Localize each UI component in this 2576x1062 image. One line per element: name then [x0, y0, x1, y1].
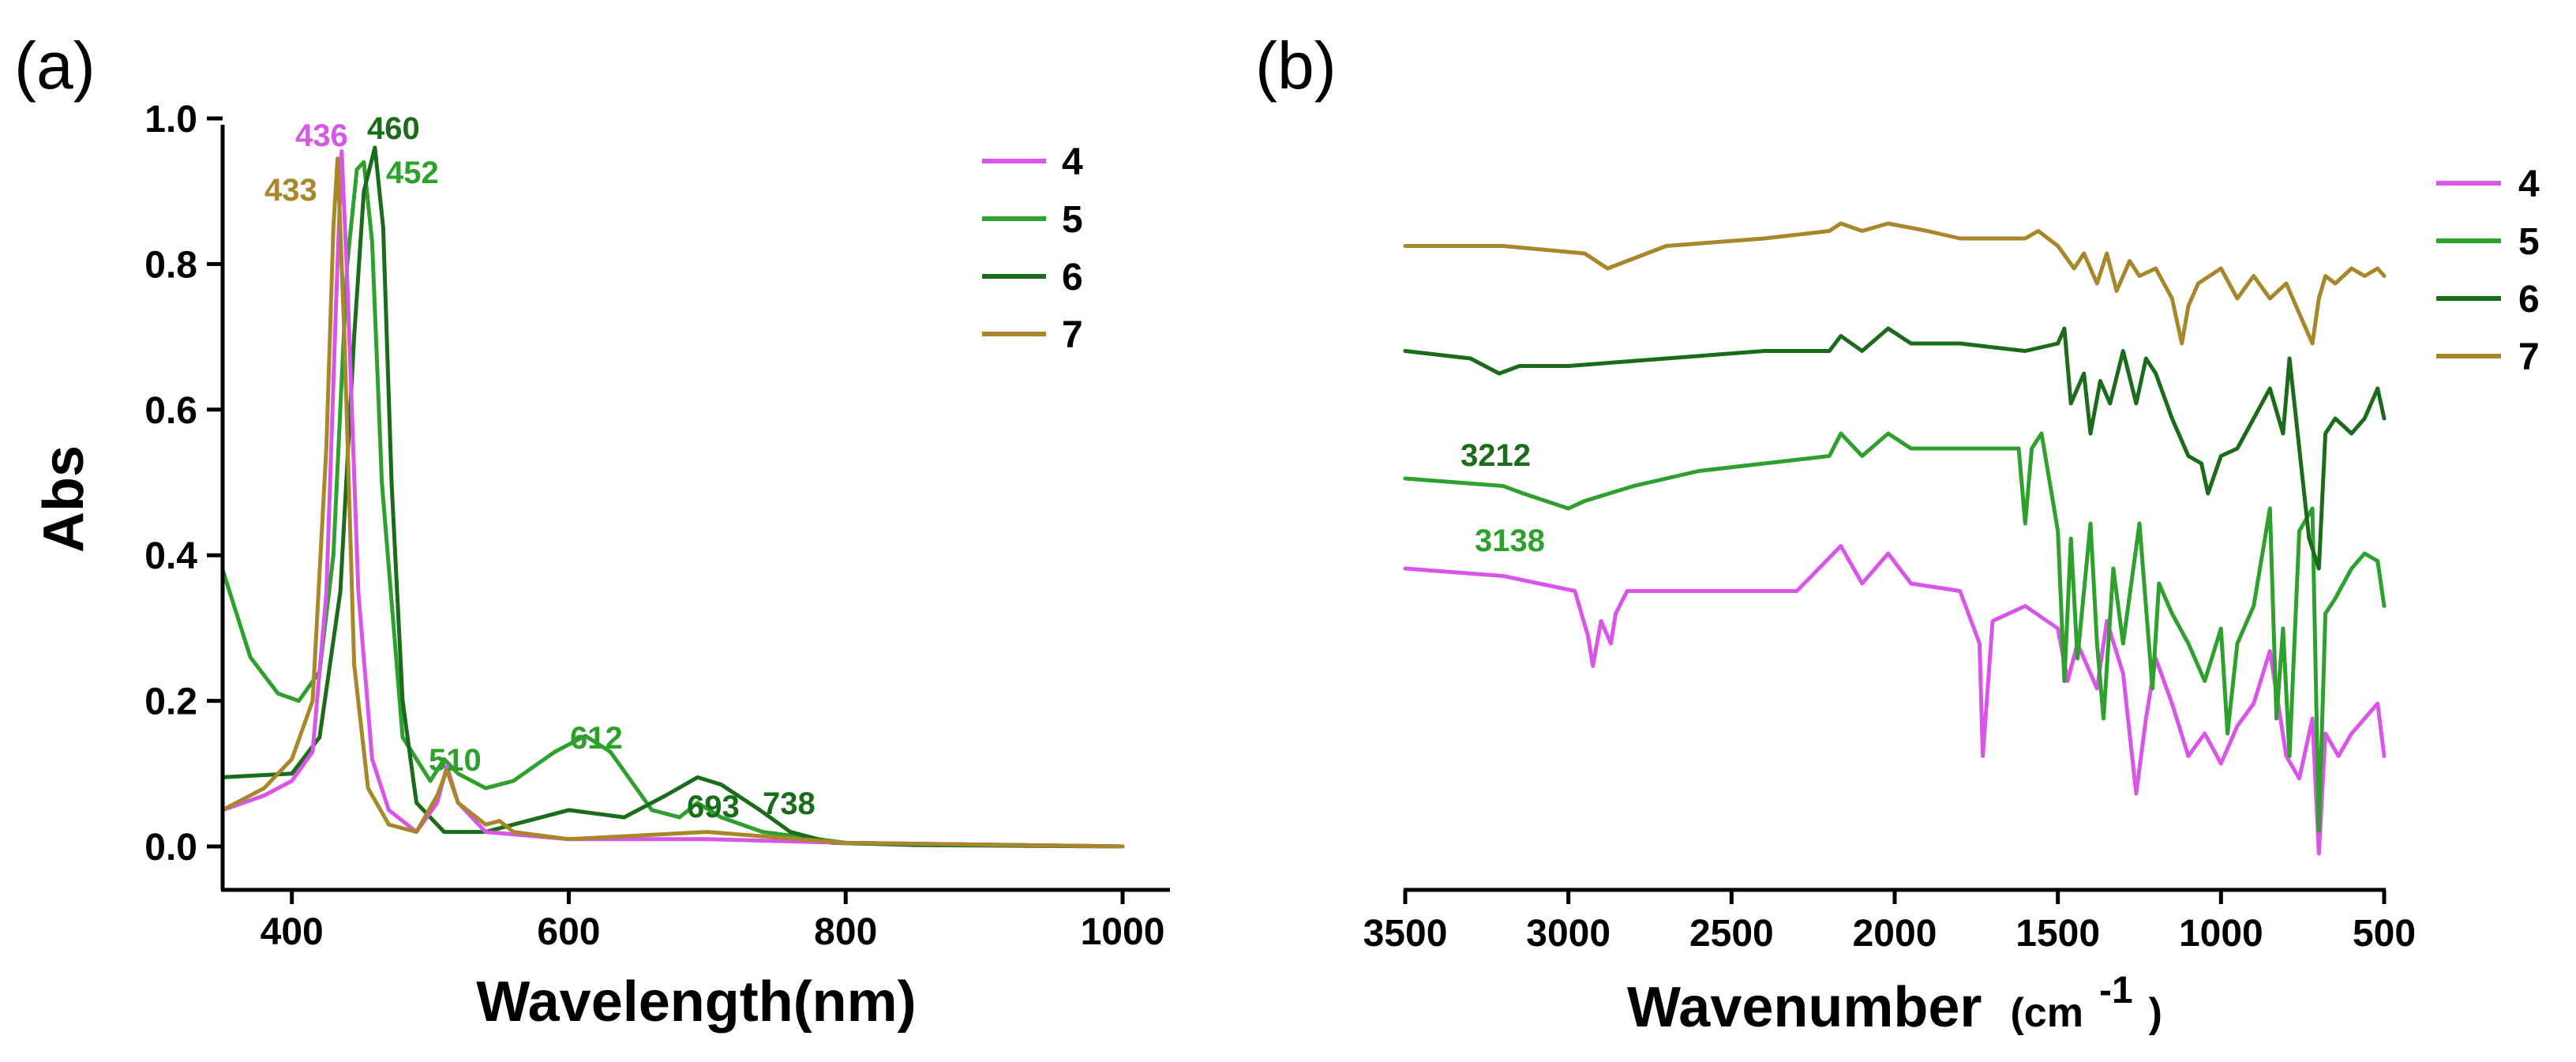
panel-b-x-axis-title: Wavenumber (cm -1 ) [1627, 952, 2162, 1039]
panel-b-x-axis-title-main: Wavenumber [1627, 976, 1982, 1039]
panel-a-series-6-line [220, 145, 1125, 849]
panel-b-legend-label-6: 6 [2518, 279, 2540, 321]
panel-a-y-tick-label-0.2: 0.2 [144, 681, 197, 723]
panel-a-x-ticks: 400 600 800 1000 [261, 890, 1165, 953]
panel-b-x-axis-unit-close: ) [2149, 990, 2162, 1036]
panel-b-series-5-line [1403, 431, 2387, 833]
panel-a-legend-label-7: 7 [1062, 314, 1083, 356]
panel-a-legend: 4 5 6 7 [982, 141, 1083, 356]
panel-a-legend-label-5: 5 [1062, 199, 1083, 241]
panel-b-x-tick-label-500: 500 [2353, 913, 2416, 955]
panel-a-x-tick-label-600: 600 [537, 911, 600, 953]
panel-label-b: (b) [1255, 28, 1337, 103]
panel-b-x-tick-label-2000: 2000 [1853, 913, 1937, 955]
panel-a-x-tick-label-800: 800 [814, 911, 877, 953]
panel-label-a: (a) [14, 28, 96, 103]
panel-b-legend-label-7: 7 [2518, 336, 2540, 378]
peak-label-3138: 3138 [1475, 523, 1545, 558]
panel-b-legend-label-5: 5 [2518, 221, 2540, 263]
peak-label-738: 738 [763, 786, 816, 821]
panel-b-peak-labels: 3212 3138 [1460, 438, 1545, 558]
panel-b-legend: 4 5 6 7 [2436, 163, 2540, 378]
panel-b-x-tick-label-3000: 3000 [1526, 913, 1610, 955]
peak-label-693: 693 [687, 790, 740, 824]
panel-b-x-tick-label-1500: 1500 [2015, 913, 2100, 955]
panel-a-y-tick-label-1.0: 1.0 [144, 99, 197, 141]
panel-b-ir-chart: (b) 3500 3000 2500 2000 1500 1000 500 Wavenumb… [1255, 28, 2540, 1039]
peak-label-3212: 3212 [1460, 438, 1531, 473]
panel-b-series-7-line [1403, 221, 2387, 346]
panel-a-y-tick-label-0.0: 0.0 [144, 827, 197, 869]
peak-label-433: 433 [264, 173, 317, 208]
panel-a-y-axis-title: Abs [32, 445, 96, 553]
panel-a-axes [220, 125, 1170, 892]
panel-b-series-4-line [1403, 544, 2387, 856]
peak-label-460: 460 [367, 111, 420, 146]
panel-a-series-7-line [220, 156, 1125, 849]
panel-b-x-tick-label-2500: 2500 [1689, 913, 1774, 955]
peak-label-612: 612 [570, 721, 623, 756]
panel-a-y-ticks: 0.0 0.2 0.4 0.6 0.8 1.0 [144, 99, 223, 869]
panel-a-x-tick-label-400: 400 [261, 911, 324, 953]
panel-b-series-6-line [1403, 326, 2387, 571]
panel-a-y-tick-label-0.4: 0.4 [144, 535, 197, 577]
panel-b-x-axis-unit: (cm [2010, 990, 2083, 1036]
panel-b-curves [1403, 221, 2387, 856]
panel-a-x-axis-title: Wavelength(nm) [476, 970, 916, 1034]
peak-label-452: 452 [386, 156, 439, 190]
panel-a-legend-label-4: 4 [1062, 141, 1083, 183]
panel-b-x-tick-label-1000: 1000 [2179, 913, 2263, 955]
panel-a-curves [220, 145, 1125, 849]
panel-a-x-tick-label-1000: 1000 [1081, 911, 1165, 953]
panel-a-legend-label-6: 6 [1062, 257, 1083, 298]
peak-label-436: 436 [295, 118, 348, 153]
panel-a-uv-vis-chart: (a) 400 600 800 1000 0.0 0.2 0.4 0.6 0.8 1.0 Wav… [14, 28, 1170, 1034]
panel-a-y-tick-label-0.8: 0.8 [144, 244, 197, 286]
panel-a-y-tick-label-0.6: 0.6 [144, 390, 197, 432]
panel-b-x-tick-label-3500: 3500 [1363, 913, 1448, 955]
panel-a-peak-labels: 436 460 433 452 510 612 693 738 [264, 111, 816, 824]
panel-b-x-ticks: 3500 3000 2500 2000 1500 1000 500 [1363, 890, 2416, 955]
panel-b-x-axis-unit-superscript: -1 [2099, 970, 2133, 1011]
panel-b-legend-label-4: 4 [2518, 163, 2540, 205]
peak-label-510: 510 [429, 743, 482, 778]
